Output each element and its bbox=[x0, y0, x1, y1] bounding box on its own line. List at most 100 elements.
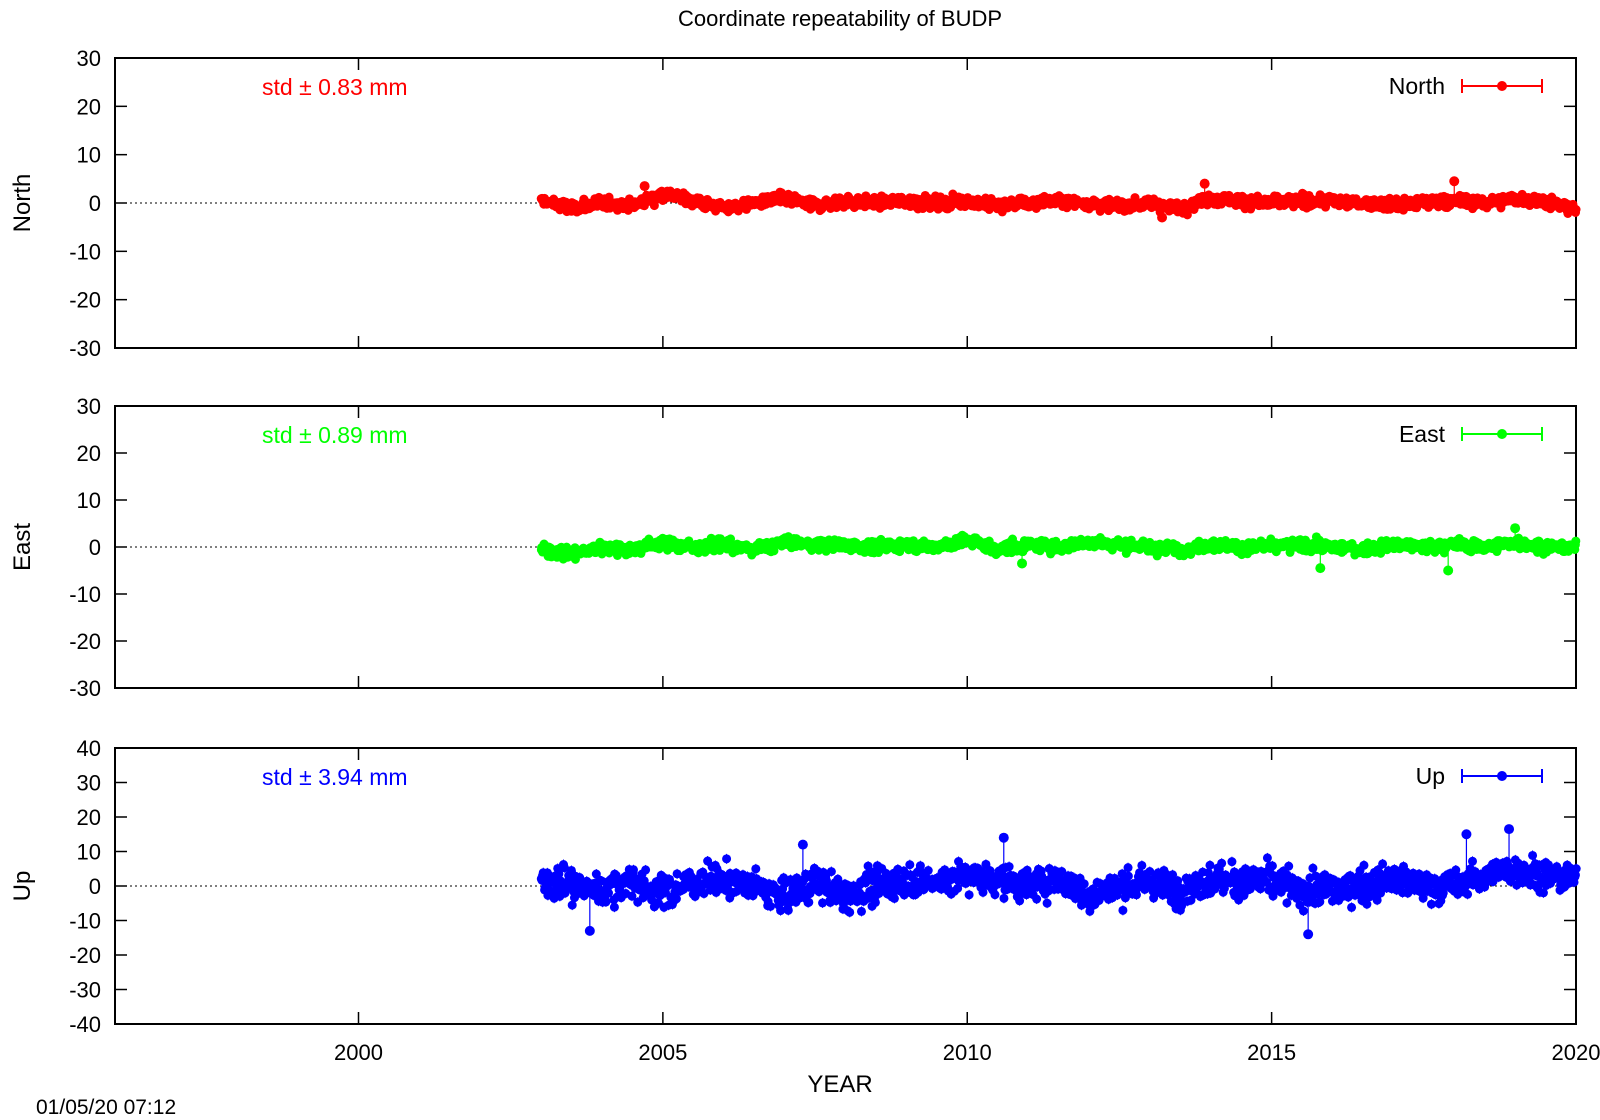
panel-up-ytick-label: -10 bbox=[69, 909, 101, 934]
data-point bbox=[1571, 864, 1581, 874]
data-point bbox=[870, 897, 880, 907]
data-point bbox=[601, 897, 611, 907]
x-tick-label: 2010 bbox=[943, 1040, 992, 1065]
data-point bbox=[641, 865, 651, 875]
data-point bbox=[1571, 536, 1581, 546]
panel-up-ytick-label: -40 bbox=[69, 1012, 101, 1037]
panel-east-legend-label: East bbox=[1399, 421, 1446, 447]
outlier-point bbox=[1017, 558, 1028, 569]
data-point bbox=[804, 897, 814, 907]
panel-up-ytick-label: 40 bbox=[77, 736, 101, 761]
panel-up-series-points bbox=[536, 824, 1581, 940]
data-point bbox=[1347, 902, 1357, 912]
data-point bbox=[964, 890, 974, 900]
panel-up-ytick-label: -20 bbox=[69, 943, 101, 968]
panel-up-ylabel: Up bbox=[9, 871, 36, 902]
panel-up-ytick-label: 0 bbox=[89, 874, 101, 899]
outlier-point bbox=[1510, 523, 1521, 534]
data-point bbox=[1205, 860, 1215, 870]
panel-up: -40 -30 -20 -10 0 10 20 30 40 2000 2005 2010 2015 202… bbox=[9, 736, 1600, 1065]
x-tick-label: 2015 bbox=[1247, 1040, 1296, 1065]
panel-east-ytick-label: 10 bbox=[77, 488, 101, 513]
x-tick-label: 2000 bbox=[334, 1040, 383, 1065]
data-point bbox=[1004, 862, 1014, 872]
data-point bbox=[1571, 205, 1581, 215]
panel-east-ytick-label: -10 bbox=[69, 582, 101, 607]
panel-up-ytick-label: 30 bbox=[77, 771, 101, 796]
data-point bbox=[990, 890, 1000, 900]
outlier-point bbox=[797, 839, 808, 850]
data-point bbox=[915, 861, 925, 871]
panel-east-ytick-label: -20 bbox=[69, 629, 101, 654]
panel-east-ytick-label: 0 bbox=[89, 535, 101, 560]
panel-east-std-text: std ± 0.89 mm bbox=[262, 422, 408, 448]
panel-up-ytick-label: 10 bbox=[77, 840, 101, 865]
panel-east-series-points bbox=[536, 523, 1581, 576]
data-point bbox=[1079, 879, 1089, 889]
data-point bbox=[671, 894, 681, 904]
panel-north-ytick-label: -20 bbox=[69, 288, 101, 313]
chart-title: Coordinate repeatability of BUDP bbox=[678, 6, 1002, 31]
outlier-point bbox=[1449, 176, 1460, 187]
data-point bbox=[889, 893, 899, 903]
panel-east-ytick-label: 30 bbox=[77, 394, 101, 419]
timestamp: 01/05/20 07:12 bbox=[36, 1096, 176, 1119]
panel-north-series-points bbox=[536, 176, 1581, 223]
panel-east-ylabel: East bbox=[9, 523, 36, 571]
data-point bbox=[1298, 906, 1308, 916]
panel-up-legend-marker bbox=[1461, 769, 1543, 783]
outlier-point bbox=[1199, 178, 1210, 189]
panel-east-ytick-label: -30 bbox=[69, 676, 101, 701]
data-point bbox=[905, 860, 915, 870]
panel-north-legend-label: North bbox=[1389, 73, 1445, 99]
data-point bbox=[628, 865, 638, 875]
outlier-point bbox=[1315, 563, 1326, 574]
panel-north-ylabel: North bbox=[9, 174, 36, 233]
data-point bbox=[609, 902, 619, 912]
panel-north-ytick-label: 20 bbox=[77, 94, 101, 119]
panel-north-std-text: std ± 0.83 mm bbox=[262, 74, 408, 100]
data-point bbox=[1137, 860, 1147, 870]
panel-north-legend-marker bbox=[1461, 79, 1543, 93]
panel-up-ytick-label: -30 bbox=[69, 978, 101, 1003]
data-point bbox=[1359, 860, 1369, 870]
panel-up-ytick-label: 20 bbox=[77, 805, 101, 830]
data-point bbox=[999, 893, 1009, 903]
data-point bbox=[1262, 853, 1272, 863]
panel-up-std-text: std ± 3.94 mm bbox=[262, 764, 408, 790]
outlier-point bbox=[1303, 929, 1314, 940]
data-point bbox=[923, 866, 933, 876]
data-point bbox=[856, 906, 866, 916]
data-point bbox=[1118, 905, 1128, 915]
panel-north-ytick-label: -10 bbox=[69, 239, 101, 264]
data-point bbox=[766, 901, 776, 911]
panel-north-ytick-label: 0 bbox=[89, 191, 101, 216]
data-point bbox=[1267, 861, 1277, 871]
data-point bbox=[1123, 871, 1133, 881]
outlier-point bbox=[1157, 212, 1168, 223]
x-tick-label: 2005 bbox=[638, 1040, 687, 1065]
data-point bbox=[1042, 898, 1052, 908]
outlier-point bbox=[584, 925, 595, 936]
data-point bbox=[845, 907, 855, 917]
x-tick-label: 2020 bbox=[1552, 1040, 1600, 1065]
data-point bbox=[783, 905, 793, 915]
panels-group: -30 -20 -10 0 10 20 30 North std ± 0.83 mm North -… bbox=[9, 46, 1600, 1065]
outlier-point bbox=[998, 832, 1009, 843]
panel-north-ytick-label: 30 bbox=[77, 46, 101, 71]
panel-east-legend-marker bbox=[1461, 427, 1543, 441]
data-point bbox=[1123, 863, 1133, 873]
data-point bbox=[1032, 894, 1042, 904]
outlier-point bbox=[1504, 824, 1515, 835]
data-point bbox=[1284, 861, 1294, 871]
data-point bbox=[1217, 858, 1227, 868]
outlier-point bbox=[1443, 565, 1454, 576]
outlier-point bbox=[639, 181, 650, 192]
data-point bbox=[1463, 889, 1473, 899]
data-point bbox=[1528, 850, 1538, 860]
data-point bbox=[1468, 856, 1478, 866]
data-point bbox=[722, 854, 732, 864]
